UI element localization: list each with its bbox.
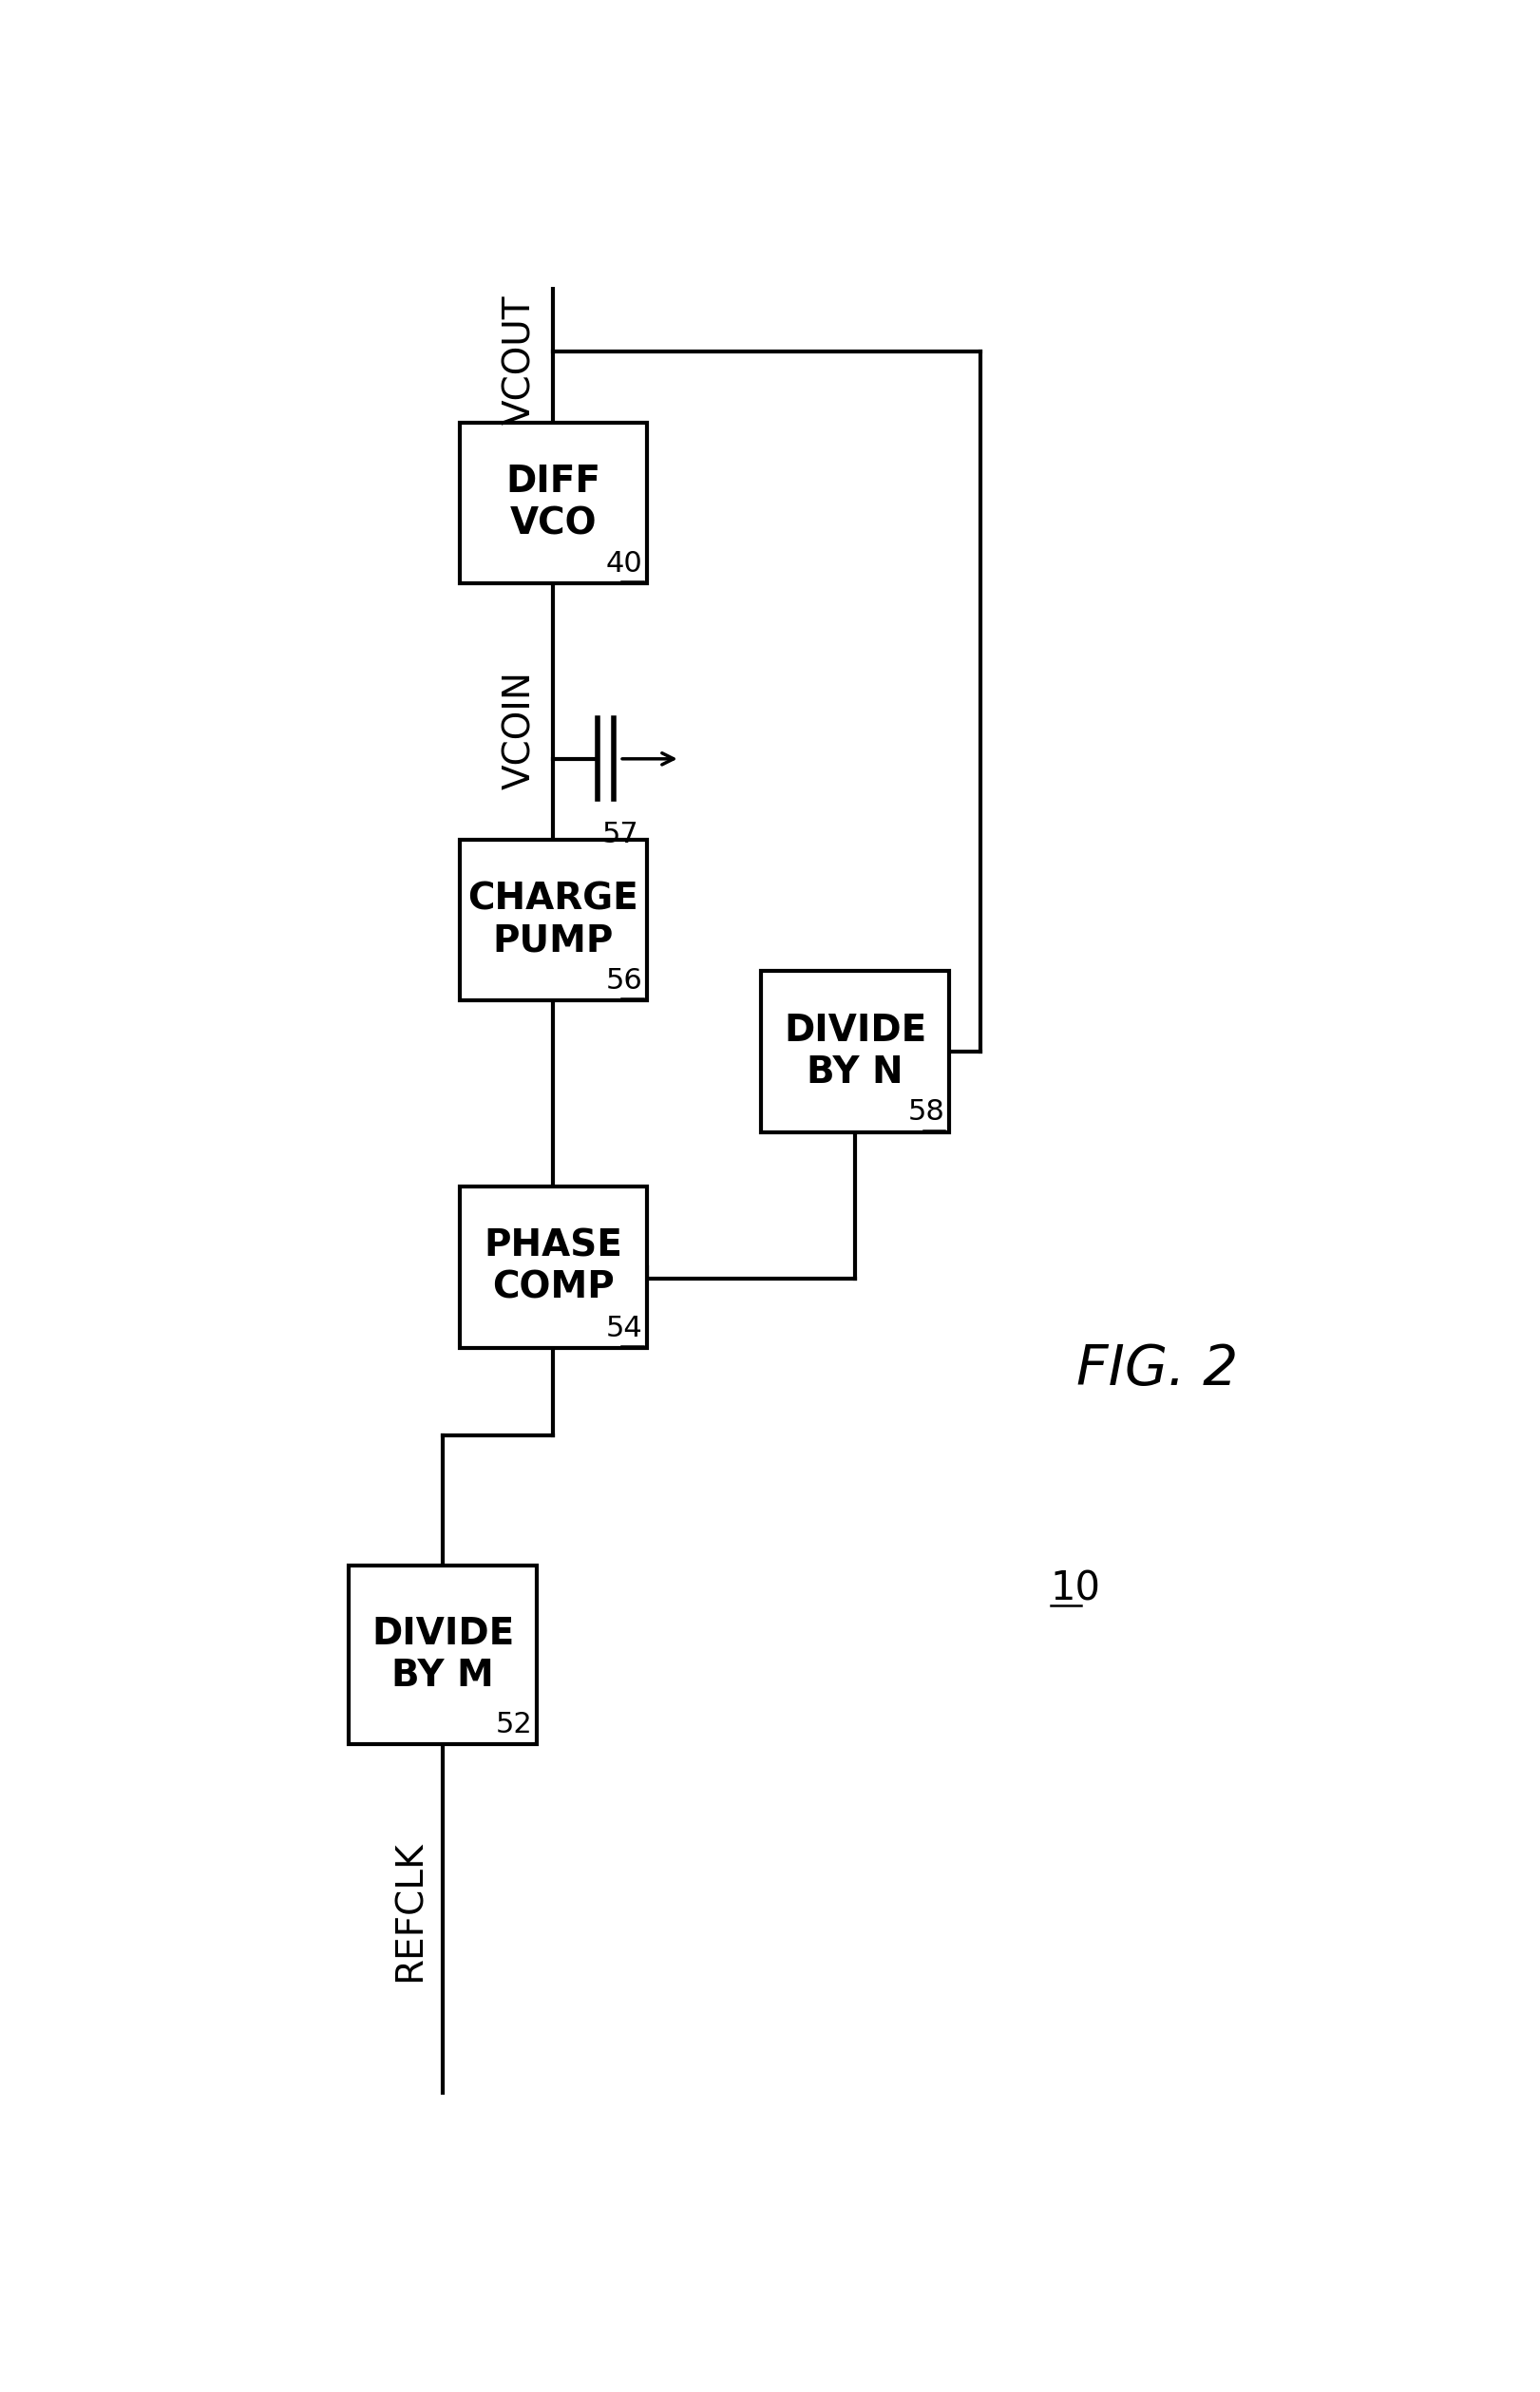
Text: CHARGE
PUMP: CHARGE PUMP (468, 880, 639, 959)
Text: 56: 56 (605, 966, 642, 995)
Text: REFCLK: REFCLK (391, 1839, 428, 1981)
Text: VCOUT: VCOUT (502, 294, 537, 426)
Text: 52: 52 (496, 1710, 533, 1739)
Text: DIFF
VCO: DIFF VCO (505, 464, 601, 541)
Text: 54: 54 (605, 1313, 642, 1342)
Bar (459, 840, 647, 1000)
Bar (459, 1186, 647, 1347)
Text: 57: 57 (602, 820, 639, 849)
Text: DIVIDE
BY N: DIVIDE BY N (784, 1012, 927, 1091)
Text: FIG. 2: FIG. 2 (1076, 1342, 1238, 1397)
Bar (761, 971, 949, 1131)
Text: VCOIN: VCOIN (502, 670, 537, 789)
Text: 58: 58 (907, 1098, 944, 1127)
Text: 10: 10 (1050, 1569, 1101, 1610)
Text: 40: 40 (605, 550, 642, 576)
Text: PHASE
COMP: PHASE COMP (484, 1227, 622, 1306)
Bar (459, 423, 647, 584)
Text: DIVIDE
BY M: DIVIDE BY M (371, 1617, 514, 1694)
Bar (350, 1564, 537, 1744)
